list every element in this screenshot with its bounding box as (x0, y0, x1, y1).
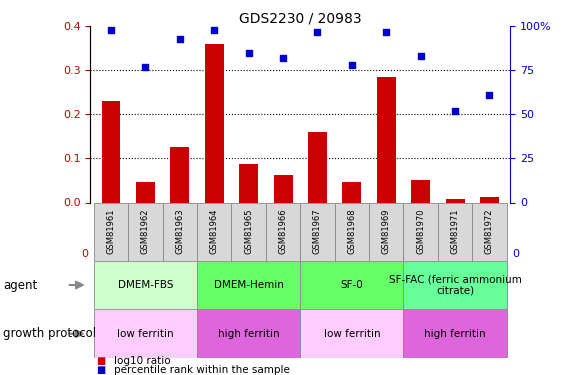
Bar (170, 147, 189, 202)
Bar (411, 180, 430, 203)
Point (106, 27, 115, 33)
Bar (300, 261, 403, 309)
Text: low ferritin: low ferritin (117, 329, 174, 339)
Text: GSM81967: GSM81967 (313, 209, 322, 254)
Text: GSM81964: GSM81964 (210, 209, 219, 254)
Text: percentile rank within the sample: percentile rank within the sample (114, 365, 290, 375)
Bar (94, 261, 197, 309)
Text: GSM81971: GSM81971 (451, 209, 459, 254)
Bar (197, 202, 231, 261)
Bar (472, 202, 507, 261)
Bar (480, 197, 499, 202)
Text: SF-FAC (ferric ammonium
citrate): SF-FAC (ferric ammonium citrate) (389, 274, 522, 296)
Text: log10 ratio: log10 ratio (114, 356, 170, 366)
Bar (369, 202, 403, 261)
Bar (377, 77, 396, 203)
Text: 0: 0 (82, 249, 89, 259)
Point (278, 55, 287, 61)
Text: DMEM-FBS: DMEM-FBS (118, 280, 173, 290)
Text: GSM81966: GSM81966 (279, 209, 287, 254)
Text: SF-0: SF-0 (340, 280, 363, 290)
Point (209, 27, 219, 33)
Bar (163, 202, 197, 261)
Point (451, 108, 460, 114)
Text: GSM81963: GSM81963 (175, 209, 184, 254)
Bar (403, 309, 507, 358)
Point (141, 64, 150, 70)
Bar (335, 202, 369, 261)
Bar (300, 202, 335, 261)
Text: GSM81972: GSM81972 (485, 209, 494, 254)
Text: high ferritin: high ferritin (218, 329, 279, 339)
Bar (239, 164, 258, 202)
Point (313, 28, 322, 34)
Text: GSM81965: GSM81965 (244, 209, 253, 254)
Text: low ferritin: low ferritin (324, 329, 380, 339)
Point (175, 36, 184, 42)
Text: 0: 0 (512, 249, 519, 259)
Text: GSM81969: GSM81969 (382, 209, 391, 254)
Bar (205, 44, 224, 203)
Point (347, 62, 357, 68)
Title: GDS2230 / 20983: GDS2230 / 20983 (239, 11, 361, 25)
Bar (273, 175, 293, 202)
Bar (128, 202, 163, 261)
Text: GSM81961: GSM81961 (107, 209, 115, 254)
Bar (101, 101, 121, 202)
Text: growth protocol: growth protocol (3, 327, 96, 340)
Point (416, 53, 426, 59)
Bar (231, 202, 266, 261)
Bar (197, 261, 300, 309)
Text: high ferritin: high ferritin (424, 329, 486, 339)
Bar (300, 309, 403, 358)
Point (485, 92, 494, 98)
Bar (342, 182, 361, 203)
Text: ■: ■ (96, 365, 106, 375)
Bar (403, 202, 438, 261)
Bar (197, 309, 300, 358)
Bar (308, 132, 327, 202)
Text: GSM81970: GSM81970 (416, 209, 425, 254)
Text: agent: agent (3, 279, 37, 291)
Point (382, 28, 391, 34)
Bar (438, 202, 472, 261)
Bar (94, 309, 197, 358)
Text: DMEM-Hemin: DMEM-Hemin (214, 280, 283, 290)
Bar (94, 202, 128, 261)
Bar (445, 199, 465, 202)
Text: ■: ■ (96, 356, 106, 366)
Bar (403, 261, 507, 309)
Point (244, 50, 253, 56)
Text: GSM81968: GSM81968 (347, 209, 356, 254)
Bar (136, 182, 155, 203)
Bar (266, 202, 300, 261)
Text: GSM81962: GSM81962 (141, 209, 150, 254)
